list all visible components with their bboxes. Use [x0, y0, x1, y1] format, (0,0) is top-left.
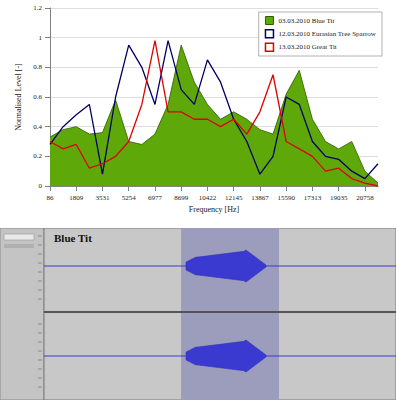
- svg-text:10422: 10422: [199, 194, 217, 202]
- svg-text:12.03.2010 Eurasian Tree Sparr: 12.03.2010 Eurasian Tree Sparrow: [278, 30, 376, 38]
- svg-text:Normalised Level [-]: Normalised Level [-]: [14, 63, 23, 131]
- svg-text:3531: 3531: [95, 194, 110, 202]
- svg-text:03.03.2010 Blue Tit: 03.03.2010 Blue Tit: [278, 17, 334, 25]
- svg-text:Blue Tit: Blue Tit: [54, 232, 92, 244]
- svg-text:Frequency [Hz]: Frequency [Hz]: [189, 205, 240, 214]
- svg-text:0.2: 0.2: [33, 152, 42, 160]
- svg-text:86: 86: [47, 194, 55, 202]
- svg-text:15590: 15590: [277, 194, 295, 202]
- svg-text:6977: 6977: [148, 194, 163, 202]
- svg-text:13867: 13867: [251, 194, 269, 202]
- svg-text:0.4: 0.4: [33, 123, 42, 131]
- svg-text:1809: 1809: [69, 194, 84, 202]
- svg-text:13.03.2010 Great Tit: 13.03.2010 Great Tit: [278, 43, 336, 51]
- svg-text:12145: 12145: [225, 194, 243, 202]
- svg-text:17313: 17313: [304, 194, 322, 202]
- svg-text:20758: 20758: [356, 194, 374, 202]
- svg-text:1.2: 1.2: [33, 4, 42, 12]
- svg-text:5254: 5254: [122, 194, 137, 202]
- svg-text:8699: 8699: [174, 194, 189, 202]
- svg-text:1: 1: [39, 34, 43, 42]
- svg-text:19035: 19035: [330, 194, 348, 202]
- svg-text:0: 0: [39, 182, 43, 190]
- svg-text:0.8: 0.8: [33, 63, 42, 71]
- svg-text:0.6: 0.6: [33, 93, 42, 101]
